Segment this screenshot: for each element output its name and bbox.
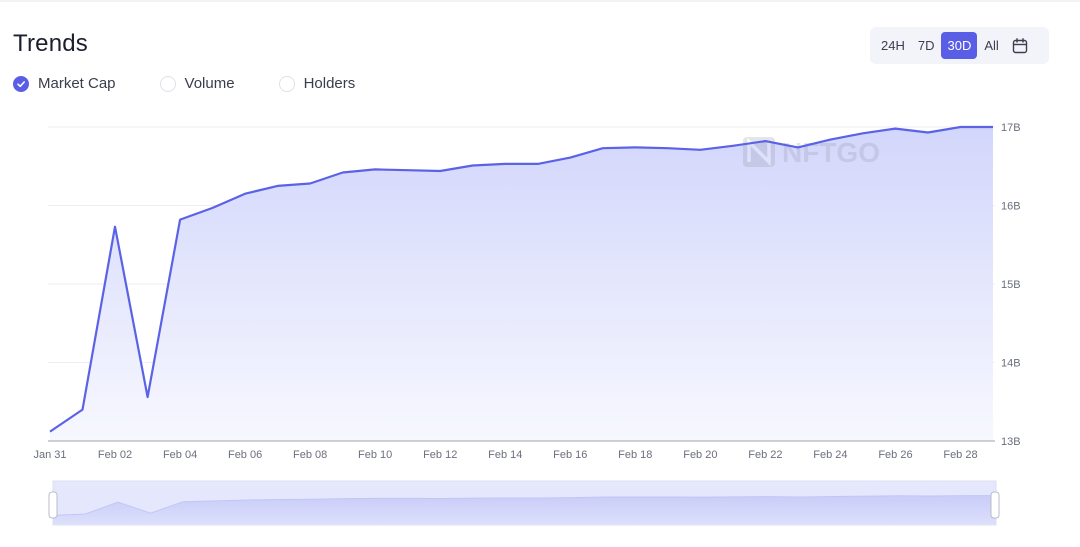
legend-item-volume[interactable]: Volume	[159, 75, 235, 92]
x-tick-label: Feb 22	[748, 449, 782, 461]
x-tick-label: Feb 14	[488, 449, 522, 461]
y-tick-label: 17B	[1001, 122, 1021, 134]
page-title: Trends	[13, 30, 89, 57]
zoom-handle-left[interactable]	[48, 491, 58, 519]
legend-label: Holders	[303, 75, 356, 92]
x-tick-label: Feb 28	[943, 449, 977, 461]
zoom-preview-area	[53, 495, 996, 524]
x-tick-label: Feb 04	[163, 449, 197, 461]
radio-icon	[278, 75, 295, 92]
zoom-handle-right[interactable]	[990, 491, 1000, 519]
x-tick-label: Feb 02	[98, 449, 132, 461]
range-all-button[interactable]: All	[984, 38, 999, 53]
range-7d-button[interactable]: 7D	[917, 38, 935, 53]
y-axis-ticks: 13B 14B 15B 16B 17B	[1001, 122, 1021, 448]
range-30d-button[interactable]: 30D	[941, 32, 978, 59]
y-tick-label: 15B	[1001, 279, 1021, 291]
x-tick-label: Jan 31	[33, 449, 66, 461]
y-tick-label: 16B	[1001, 201, 1021, 213]
series-line	[49, 125, 993, 433]
legend-label: Market Cap	[38, 75, 116, 92]
radio-icon	[159, 75, 176, 92]
watermark-text: NFTGO	[782, 137, 880, 168]
legend-item-holders[interactable]: Holders	[278, 75, 356, 92]
nftgo-watermark: NFTGO	[743, 137, 880, 168]
time-range-selector: 24H 7D 30D All	[870, 27, 1049, 64]
x-tick-label: Feb 12	[423, 449, 457, 461]
x-tick-label: Feb 16	[553, 449, 587, 461]
x-tick-label: Feb 20	[683, 449, 717, 461]
x-axis-ticks: Jan 31 Feb 02 Feb 04 Feb 06 Feb 08 Feb 10 Feb …	[33, 449, 977, 461]
legend-item-market-cap[interactable]: Market Cap	[13, 75, 116, 92]
y-tick-label: 13B	[1001, 436, 1021, 448]
x-tick-label: Feb 08	[293, 449, 327, 461]
x-tick-label: Feb 10	[358, 449, 392, 461]
zoom-preview-line	[52, 495, 996, 516]
x-tick-label: Feb 18	[618, 449, 652, 461]
top-divider	[0, 0, 1080, 2]
check-icon	[13, 75, 29, 92]
zoom-slider[interactable]	[48, 480, 1000, 526]
legend-label: Volume	[184, 75, 235, 92]
x-tick-label: Feb 24	[813, 449, 847, 461]
x-tick-label: Feb 26	[878, 449, 912, 461]
calendar-icon[interactable]	[1008, 32, 1032, 59]
y-tick-label: 14B	[1001, 358, 1021, 370]
x-tick-label: Feb 06	[228, 449, 262, 461]
series-legend: Market Cap Volume Holders	[13, 75, 399, 92]
area-fill	[50, 127, 993, 441]
range-24h-button[interactable]: 24H	[881, 38, 905, 53]
